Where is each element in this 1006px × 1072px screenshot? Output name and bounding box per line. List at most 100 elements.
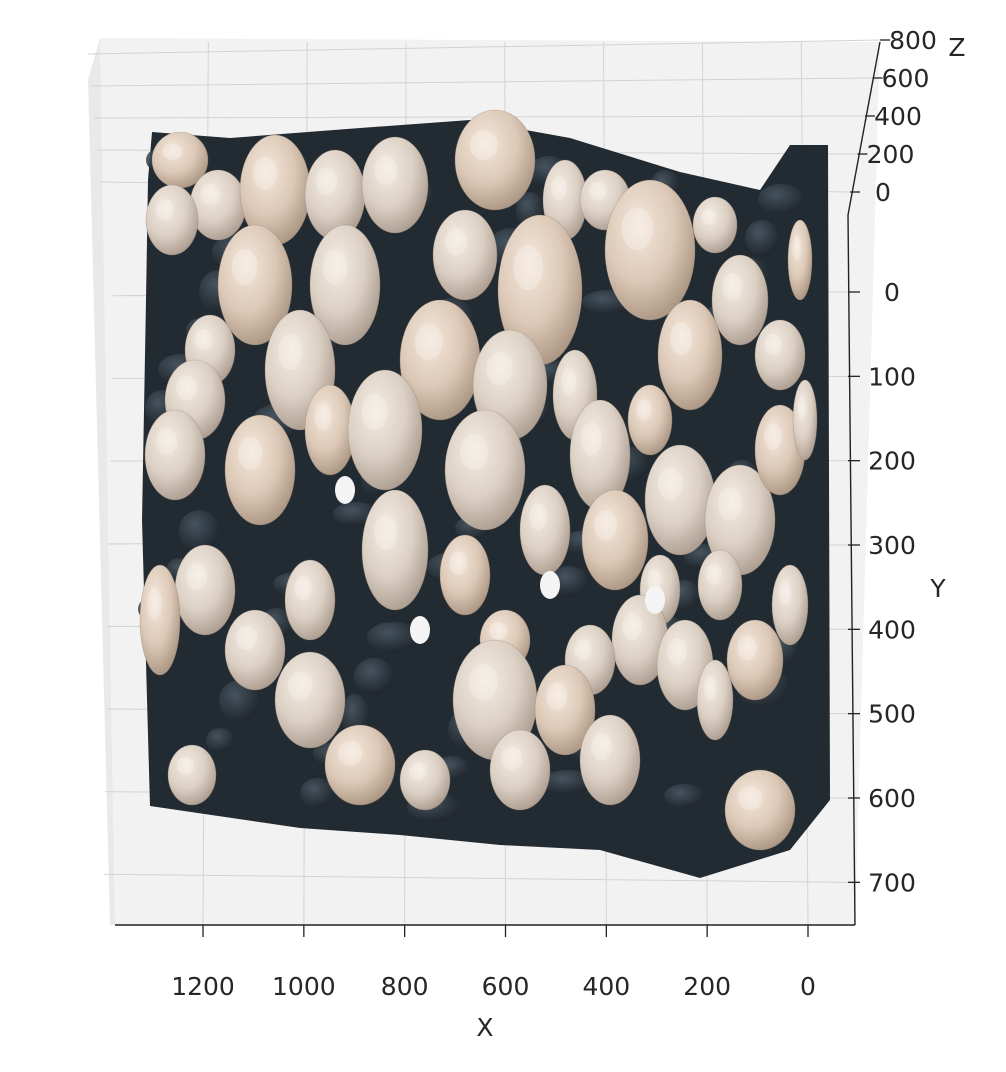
mushroom-cap [754, 319, 806, 391]
mushroom-cap [189, 169, 247, 241]
mushroom-cap [692, 196, 738, 254]
y-tick-label: 400 [868, 615, 916, 644]
cap-highlight [647, 569, 662, 590]
y-tick-label: 200 [868, 447, 916, 476]
substrate-blob [206, 728, 234, 752]
cap-highlight [468, 664, 498, 700]
mushroom-cap [787, 219, 813, 301]
mushroom-cap [304, 149, 366, 241]
substrate-blob [367, 622, 419, 652]
mushroom-cap [439, 534, 491, 616]
mushroom-cap [144, 409, 206, 501]
x-axis-label: X [476, 1013, 493, 1042]
cap-highlight [529, 503, 547, 530]
x-tick-label: 1000 [272, 972, 336, 1001]
point-cloud [138, 109, 830, 878]
cap-highlight [589, 182, 607, 200]
cap-highlight [287, 671, 313, 700]
mushroom-cap [627, 384, 673, 456]
substrate-blob [758, 184, 804, 214]
substrate-blob [300, 778, 334, 808]
cap-highlight [636, 399, 652, 420]
z-tick-label: 0 [875, 178, 891, 207]
mushroom-cap [145, 184, 199, 256]
mushroom-cap [724, 769, 796, 851]
cap-highlight [717, 487, 743, 520]
cap-highlight [621, 208, 654, 250]
cap-highlight [667, 638, 687, 665]
cap-highlight [703, 676, 717, 700]
mushroom-cap [697, 549, 743, 621]
cap-highlight [778, 581, 792, 605]
cap-highlight [792, 236, 801, 260]
cap-highlight [594, 510, 618, 540]
cap-highlight [591, 733, 613, 760]
mushroom-cap [347, 369, 423, 491]
cap-highlight [236, 626, 258, 650]
mushroom-cap [771, 564, 809, 646]
z-tick-label: 600 [882, 64, 930, 93]
cap-highlight [561, 368, 577, 395]
cap-highlight [156, 428, 178, 455]
cap-highlight [669, 322, 693, 355]
z-tick-label: 800 [889, 26, 937, 55]
cap-highlight [489, 622, 507, 640]
cap-highlight [551, 176, 567, 200]
cap-highlight [277, 334, 303, 370]
cap-highlight [797, 396, 806, 420]
cap-highlight [314, 403, 332, 430]
cap-highlight [176, 757, 194, 775]
cap-highlight [737, 786, 763, 810]
cloud-gap [645, 586, 665, 614]
mushroom-cap [361, 136, 429, 234]
z-grid-line [90, 77, 873, 87]
mushroom-cap [489, 729, 551, 811]
cap-highlight [194, 329, 212, 350]
y-tick-label: 0 [884, 278, 900, 307]
cap-highlight [449, 551, 467, 575]
cap-highlight [581, 422, 603, 455]
z-tick-label: 400 [874, 102, 922, 131]
z-tick-label: 200 [867, 140, 915, 169]
cap-highlight [237, 437, 263, 470]
mushroom-cap [274, 651, 346, 749]
cap-highlight [147, 587, 162, 620]
cap-highlight [361, 394, 388, 430]
substrate-blob [219, 680, 259, 722]
cap-highlight [322, 249, 348, 285]
mushroom-cap [174, 544, 236, 636]
cap-highlight [737, 636, 757, 660]
mushroom-cap [519, 484, 571, 576]
mushroom-cap [167, 744, 217, 806]
cap-highlight [701, 208, 717, 226]
cap-highlight [337, 741, 363, 765]
y-tick-label: 300 [868, 531, 916, 560]
mushroom-cap [726, 619, 784, 701]
cloud-gap [335, 476, 355, 504]
y-tick-label: 100 [868, 362, 916, 391]
cap-highlight [162, 143, 182, 161]
mushroom-cap [217, 224, 293, 346]
mushroom-cap [324, 724, 396, 806]
x-tick-label: 1200 [171, 972, 235, 1001]
mushroom-cap [792, 379, 818, 461]
cap-highlight [374, 514, 398, 550]
cap-highlight [459, 434, 488, 470]
cap-highlight [706, 564, 722, 585]
y-tick-label: 600 [868, 784, 916, 813]
y-tick-label: 500 [868, 700, 916, 729]
cap-highlight [513, 245, 543, 290]
cap-highlight [294, 576, 312, 600]
cap-highlight [252, 157, 278, 190]
cap-highlight [469, 130, 498, 160]
mushroom-cap [432, 209, 498, 301]
cap-highlight [155, 199, 174, 220]
cap-highlight [374, 156, 398, 186]
x-tick-label: 0 [800, 972, 816, 1001]
mushroom-cap [534, 664, 596, 756]
mushroom-cap [224, 414, 296, 526]
z-axis-label: Z [948, 33, 965, 62]
cap-highlight [444, 228, 468, 255]
substrate-blob [664, 784, 704, 808]
